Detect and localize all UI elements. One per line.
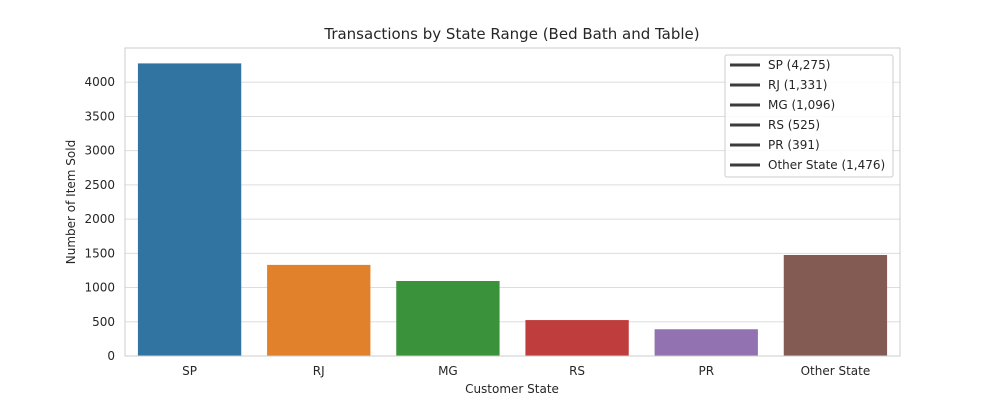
- x-tick-label: Other State: [801, 364, 871, 378]
- bar-other-state: [783, 254, 888, 356]
- y-tick-label: 500: [92, 315, 115, 329]
- bar-mg: [396, 280, 500, 356]
- legend-entry: PR (391): [768, 138, 820, 152]
- y-tick-labels: 0 500 1000 1500 2000 2500 3000 3500 4000: [84, 75, 115, 363]
- y-tick-label: 3000: [84, 144, 115, 158]
- x-tick-label: SP: [182, 364, 197, 378]
- chart-title: Transactions by State Range (Bed Bath an…: [323, 25, 699, 43]
- x-axis-label: Customer State: [465, 382, 559, 396]
- legend-entry: Other State (1,476): [768, 158, 885, 172]
- y-tick-label: 4000: [84, 75, 115, 89]
- legend-entry: SP (4,275): [768, 58, 830, 72]
- bar-rs: [525, 320, 629, 356]
- y-tick-label: 1500: [84, 246, 115, 260]
- legend-entry: MG (1,096): [768, 98, 835, 112]
- legend: SP (4,275) RJ (1,331) MG (1,096) RS (525) PR…: [724, 54, 894, 178]
- bar-rj: [267, 264, 371, 356]
- x-tick-label: PR: [698, 364, 714, 378]
- y-tick-label: 1000: [84, 281, 115, 295]
- x-tick-label: RS: [569, 364, 585, 378]
- y-tick-label: 2000: [84, 212, 115, 226]
- x-tick-labels: SP RJ MG RS PR Other State: [182, 364, 870, 378]
- plot-frame: [124, 47, 901, 357]
- y-axis-label: Number of Item Sold: [64, 140, 78, 264]
- x-tick-label: RJ: [313, 364, 325, 378]
- y-tick-label: 0: [107, 349, 115, 363]
- bar-sp: [137, 63, 242, 357]
- y-tick-label: 2500: [84, 178, 115, 192]
- bar-pr: [654, 329, 758, 356]
- x-tick-label: MG: [438, 364, 458, 378]
- y-tick-label: 3500: [84, 109, 115, 123]
- legend-entry: RJ (1,331): [768, 78, 827, 92]
- legend-box: [724, 54, 894, 178]
- bars: [137, 63, 888, 357]
- legend-entry: RS (525): [768, 118, 820, 132]
- gridlines: [125, 81, 900, 357]
